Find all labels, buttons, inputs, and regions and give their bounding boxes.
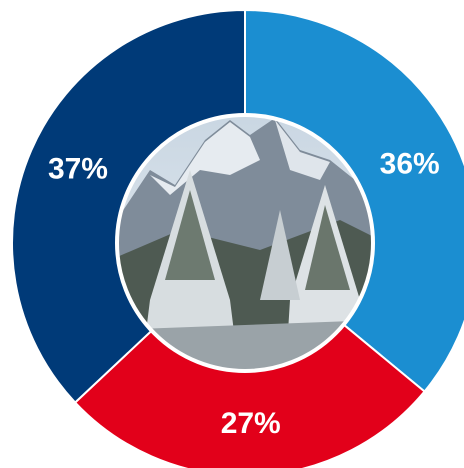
center-photo	[117, 115, 373, 371]
data-label: 37%	[48, 153, 108, 186]
data-label: 36%	[380, 147, 440, 180]
data-label: 27%	[221, 407, 281, 440]
wedges	[11, 8, 464, 468]
labels: 36% 27% 37%	[48, 147, 440, 439]
hole-border	[115, 113, 375, 373]
